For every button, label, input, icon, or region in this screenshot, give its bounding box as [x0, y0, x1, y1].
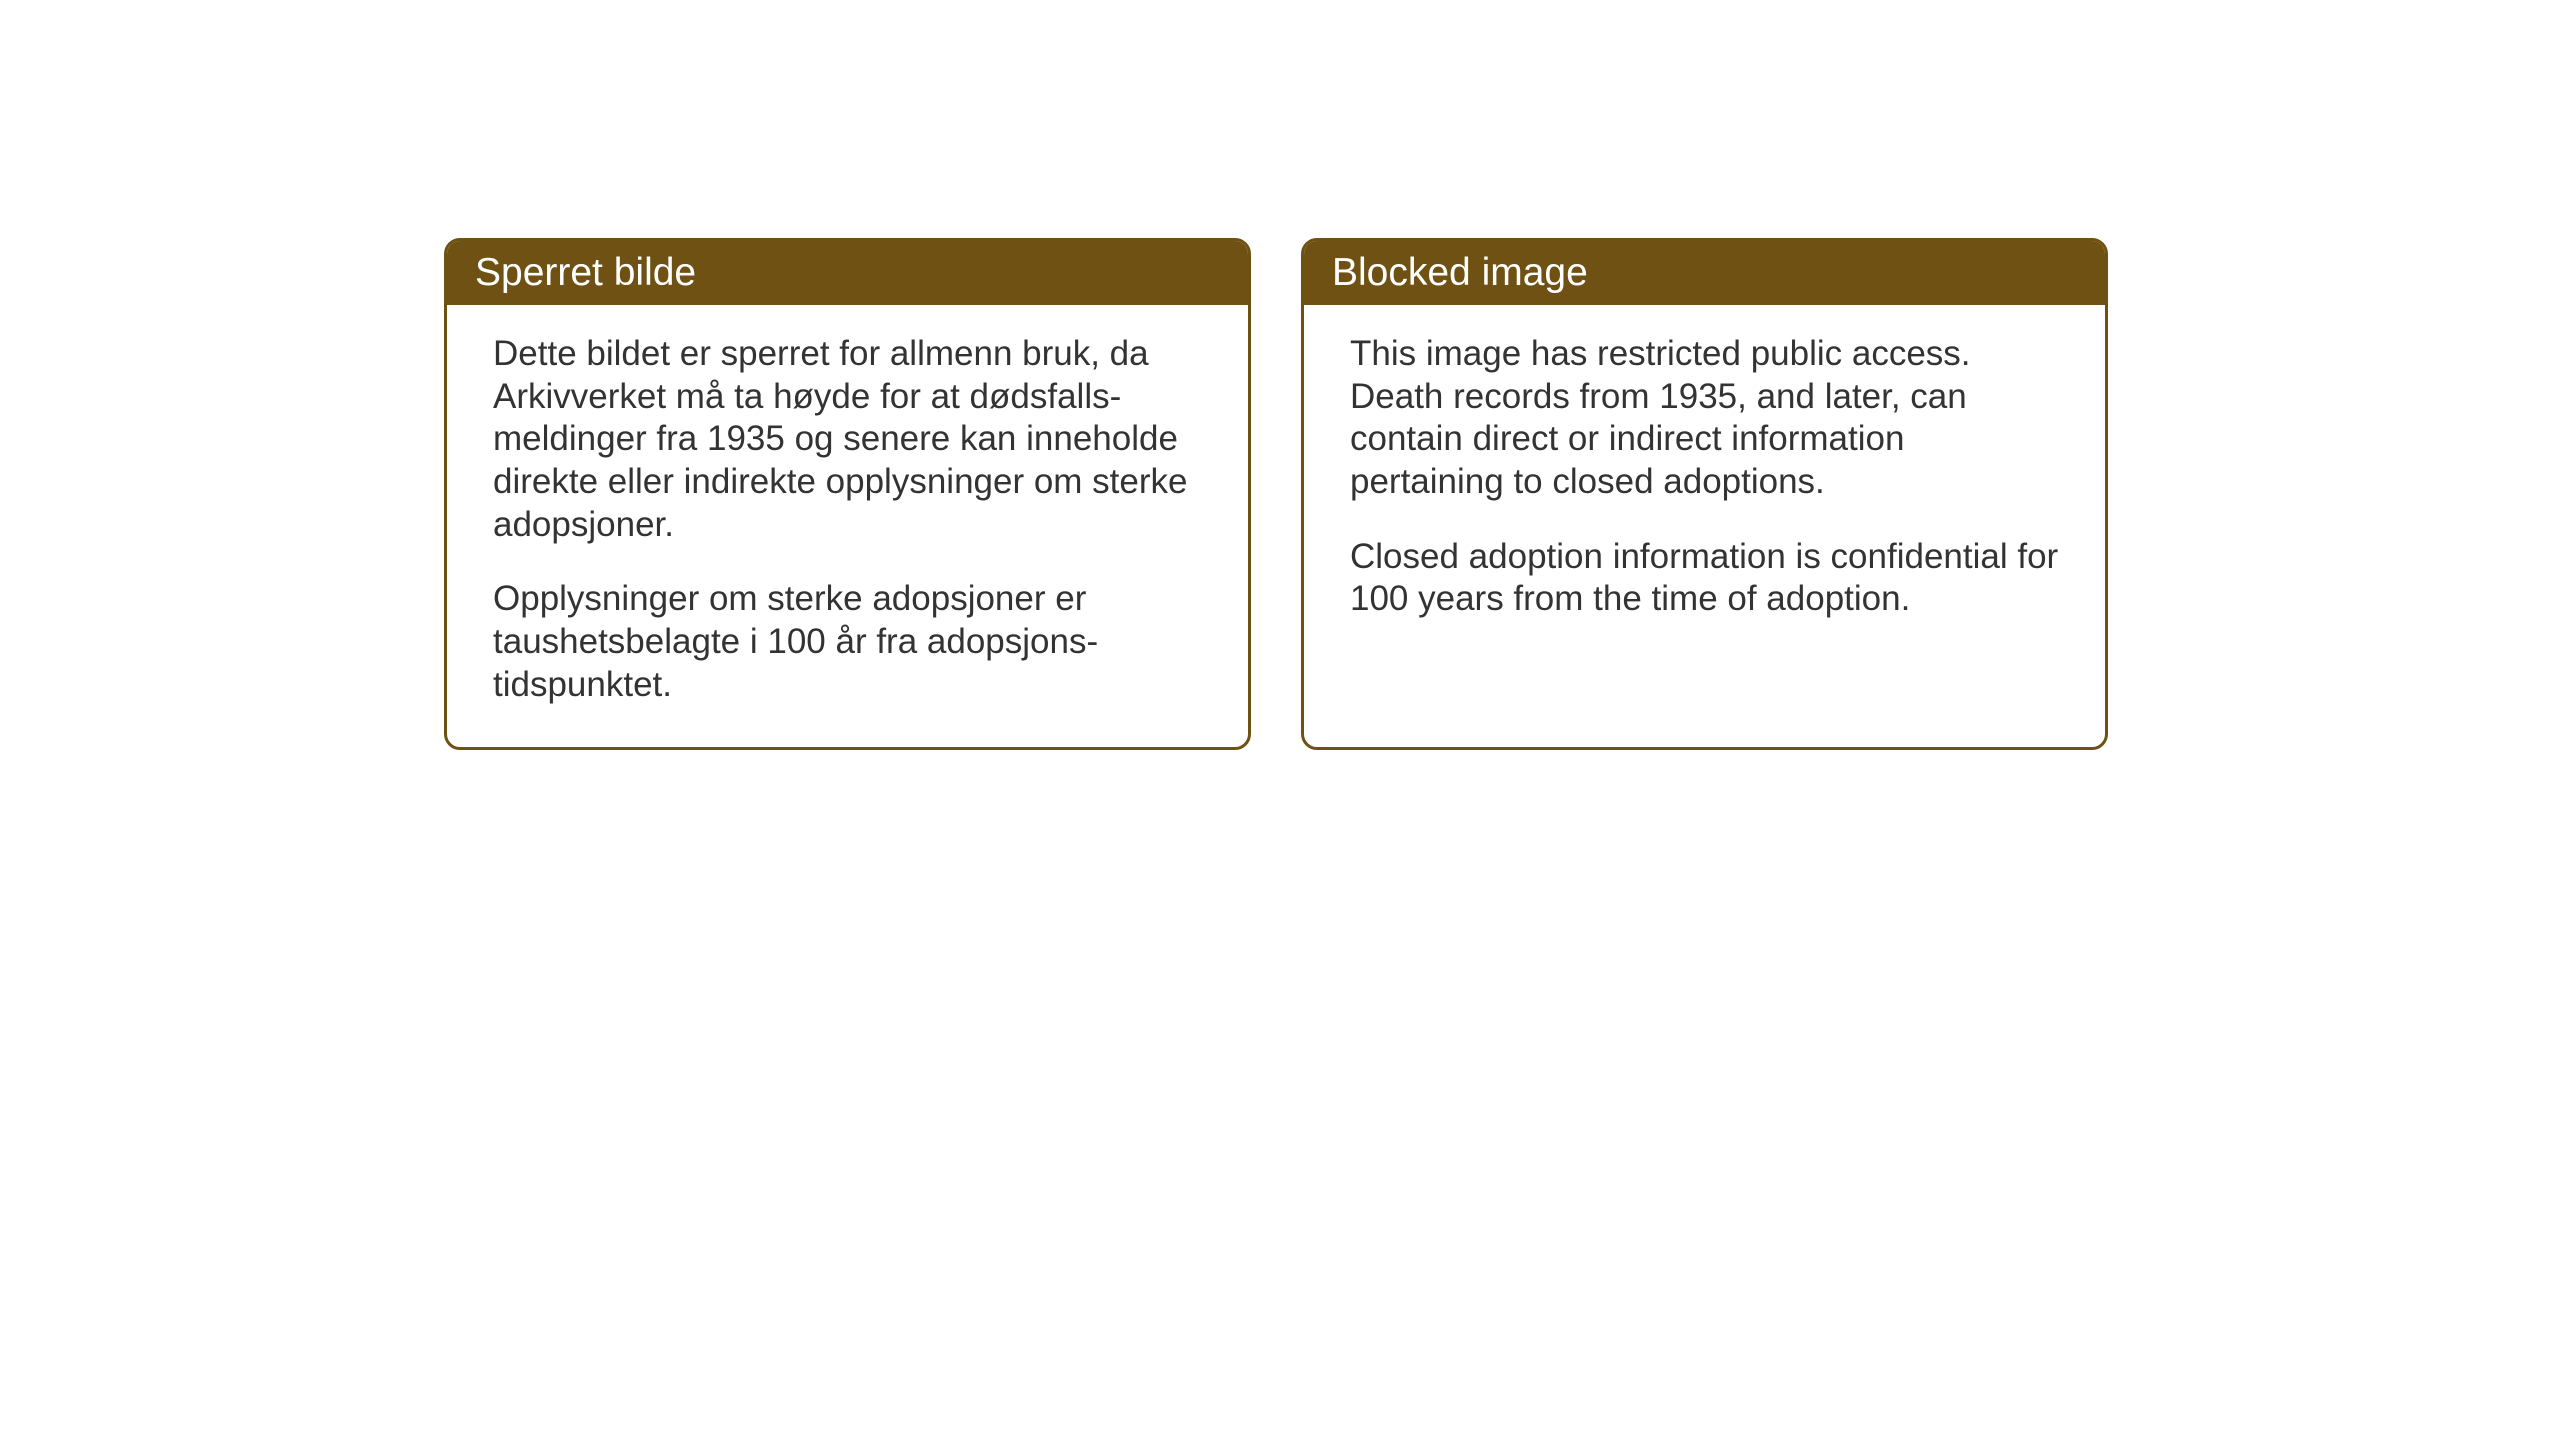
english-paragraph-1: This image has restricted public access.… [1350, 333, 2059, 504]
norwegian-paragraph-1: Dette bildet er sperret for allmenn bruk… [493, 333, 1202, 546]
norwegian-notice-card: Sperret bilde Dette bildet er sperret fo… [444, 238, 1251, 750]
english-paragraph-2: Closed adoption information is confident… [1350, 536, 2059, 621]
norwegian-paragraph-2: Opplysninger om sterke adopsjoner er tau… [493, 578, 1202, 706]
notice-container: Sperret bilde Dette bildet er sperret fo… [444, 238, 2108, 750]
norwegian-card-body: Dette bildet er sperret for allmenn bruk… [447, 305, 1248, 747]
norwegian-card-header: Sperret bilde [447, 241, 1248, 305]
english-card-header: Blocked image [1304, 241, 2105, 305]
english-notice-card: Blocked image This image has restricted … [1301, 238, 2108, 750]
english-card-title: Blocked image [1332, 251, 1588, 294]
english-card-body: This image has restricted public access.… [1304, 305, 2105, 691]
norwegian-card-title: Sperret bilde [475, 251, 696, 294]
